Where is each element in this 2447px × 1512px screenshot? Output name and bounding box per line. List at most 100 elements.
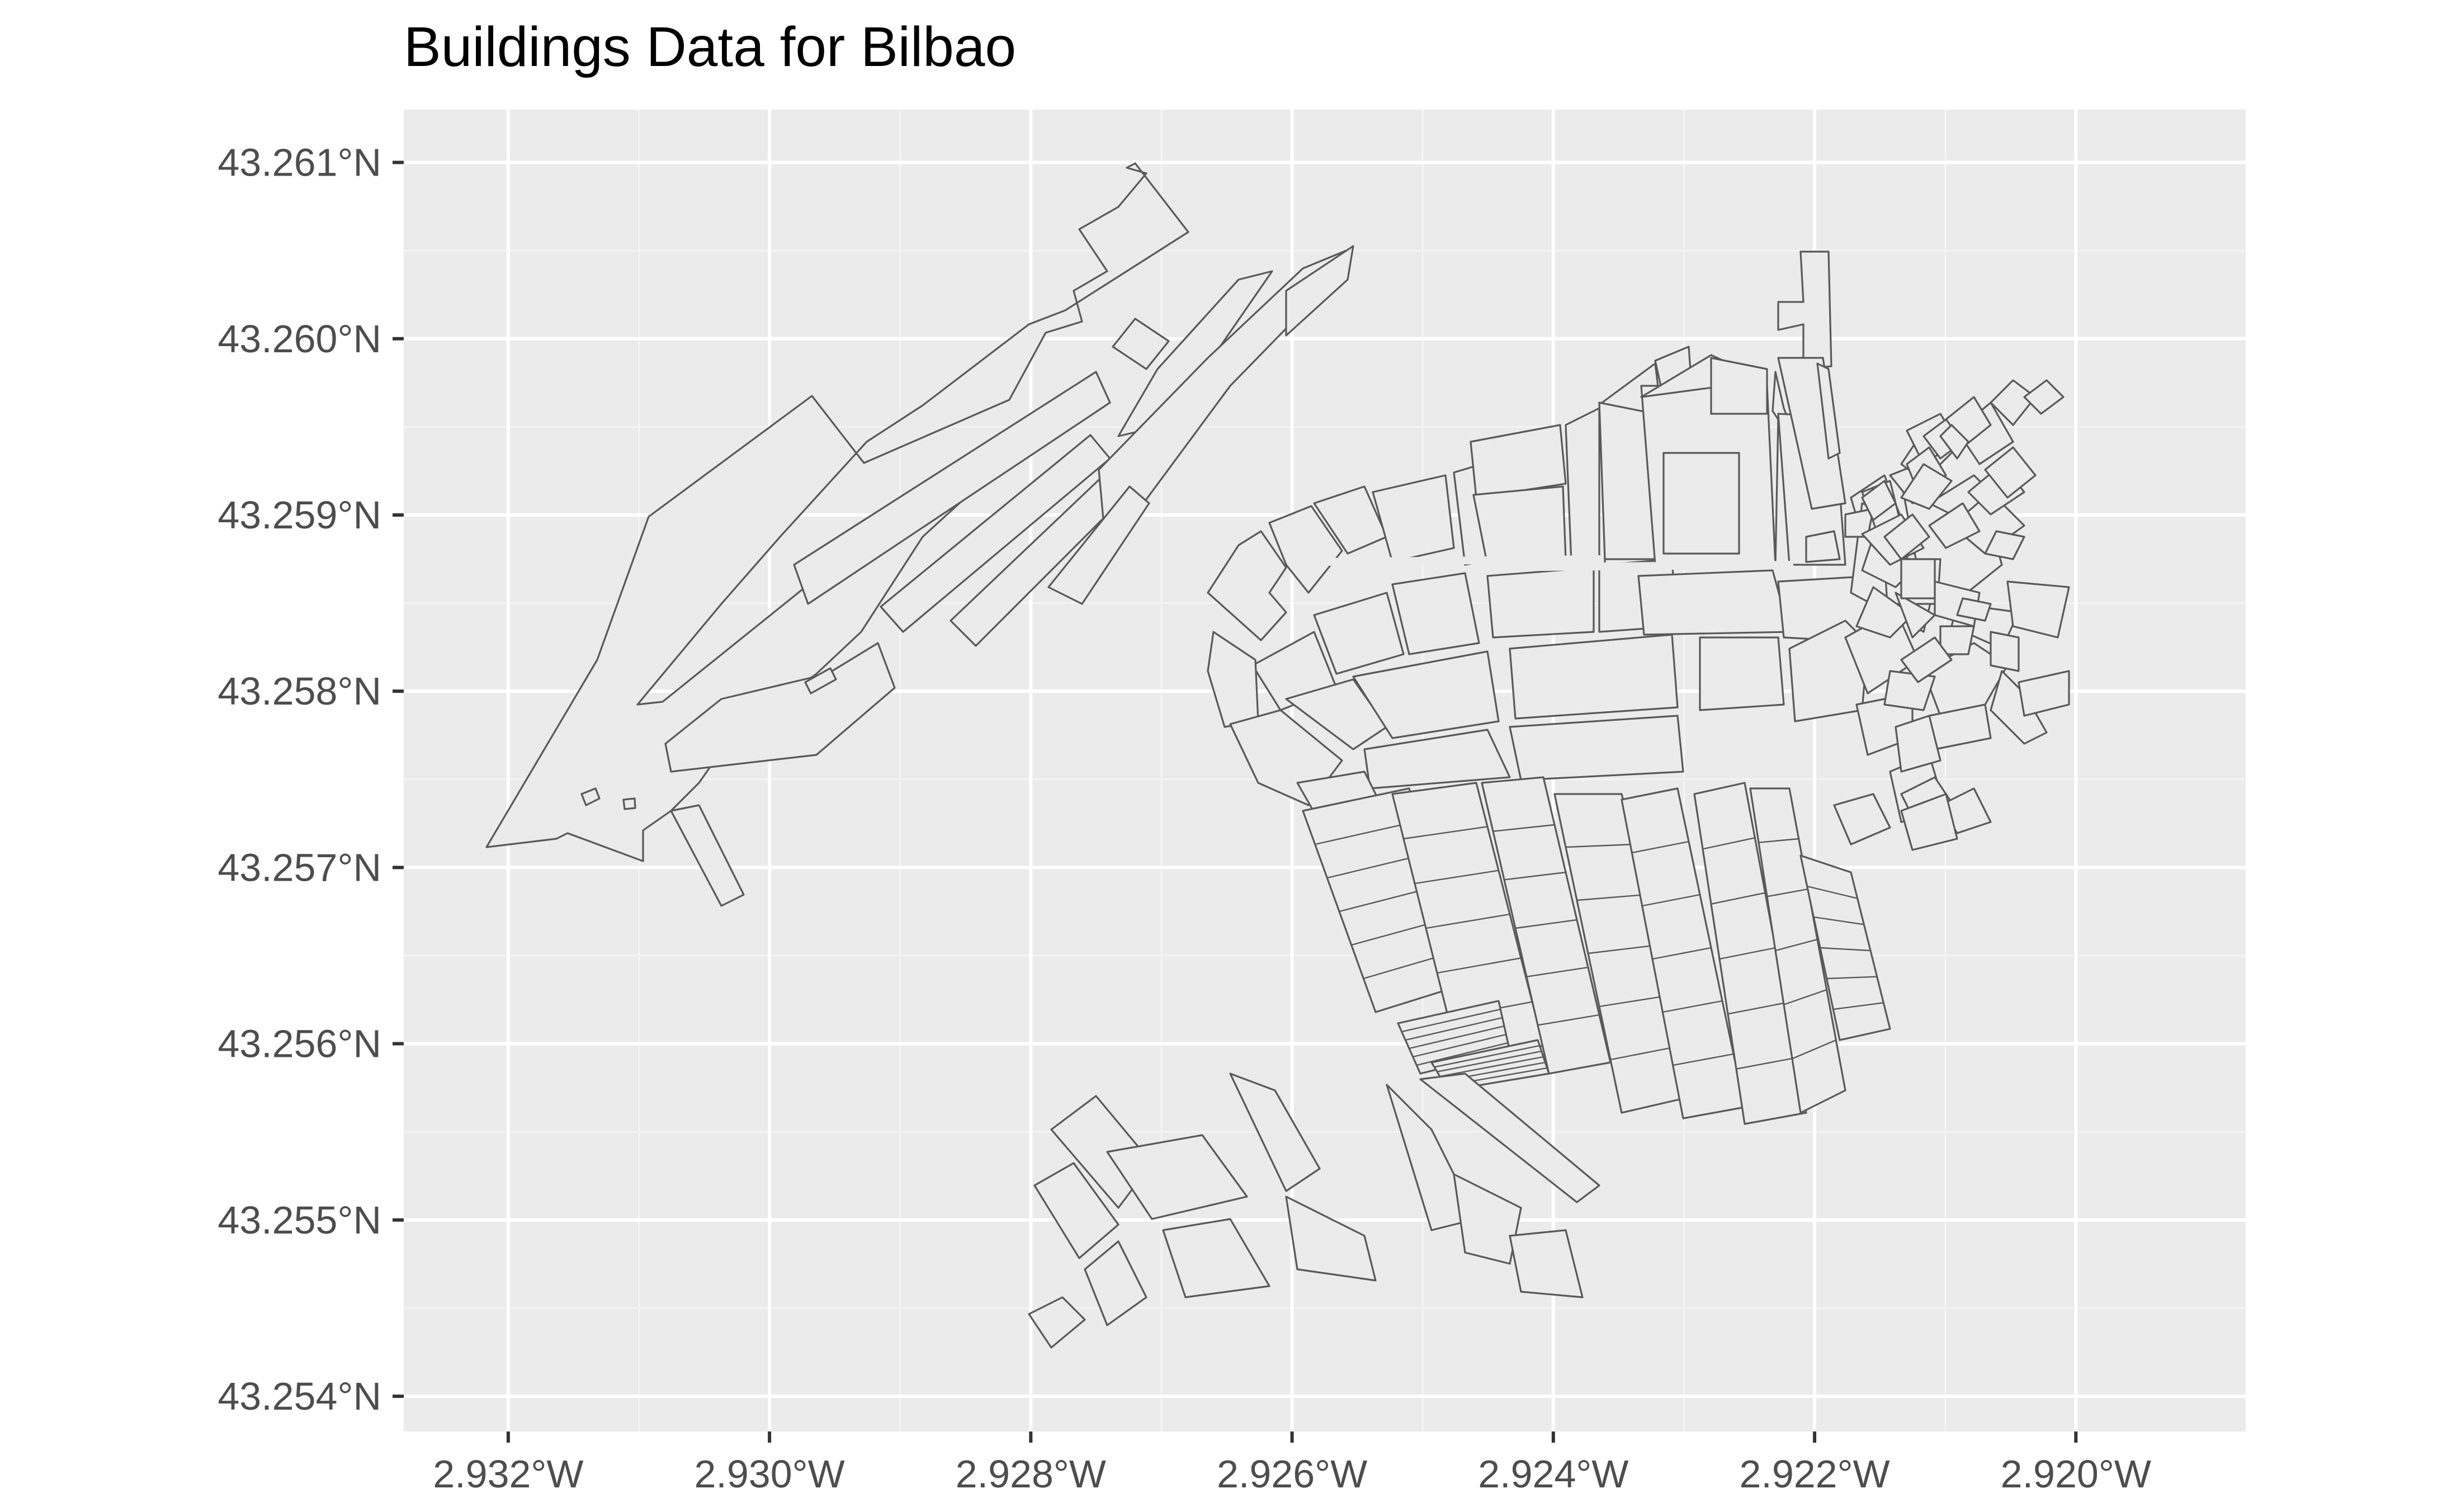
parcel-divider	[1413, 1033, 1506, 1058]
port-kiosk	[580, 787, 601, 806]
far-east-block	[1895, 715, 1941, 773]
parcel-divider	[1526, 966, 1589, 977]
church-tower	[1777, 251, 1832, 370]
far-east-block	[1956, 597, 1992, 622]
parcel-divider	[1758, 838, 1799, 843]
parcel-divider	[1673, 1053, 1734, 1066]
parcel-divider	[1632, 840, 1689, 854]
old-town-block	[1710, 357, 1768, 415]
parcel-divider	[1576, 894, 1646, 901]
parcel-divider	[1736, 1057, 1796, 1070]
x-tick-label: 2.932°W	[433, 1452, 583, 1496]
old-town-block	[1313, 592, 1405, 675]
old-town-block	[1472, 485, 1567, 566]
y-axis: 43.261°N 43.260°N 43.259°N 43.258°N 43.2…	[218, 141, 381, 1418]
south-block	[1509, 1229, 1584, 1298]
port-quay	[670, 804, 745, 907]
old-town-block	[1391, 572, 1480, 655]
parcel-divider	[1662, 1000, 1723, 1013]
far-east-block	[2018, 670, 2070, 717]
x-tick-label: 2.926°W	[1217, 1452, 1367, 1496]
port-warehouse	[664, 642, 896, 773]
ne-strip	[1900, 463, 1953, 510]
parcel-divider	[1766, 888, 1808, 897]
south-block	[1084, 1240, 1147, 1326]
south-block	[1285, 1196, 1377, 1282]
far-east-block	[1900, 793, 1958, 851]
old-town-block	[1363, 729, 1511, 790]
parcel-divider	[1515, 919, 1577, 929]
parcel-divider	[1437, 957, 1522, 974]
parcel-divider	[1642, 894, 1700, 907]
old-town-block	[1207, 530, 1287, 641]
parcel-divider	[1727, 1002, 1786, 1015]
parcel-divider	[1652, 947, 1712, 960]
far-east-block	[1984, 530, 2025, 560]
ne-block	[2006, 580, 2070, 639]
y-tick-label: 43.258°N	[218, 669, 381, 713]
street-lines	[1310, 555, 1793, 571]
x-tick-label: 2.920°W	[2001, 1452, 2151, 1496]
parcel-divider	[1826, 976, 1877, 980]
south-block	[1453, 1173, 1522, 1265]
parcel-divider	[1702, 837, 1755, 850]
parcel-divider	[1439, 1056, 1544, 1078]
y-tick-label: 43.254°N	[218, 1374, 381, 1418]
parcel-divider	[1783, 989, 1827, 1005]
old-town-block	[1470, 424, 1567, 499]
ne-strip	[1883, 513, 1930, 560]
buildings-layer	[485, 162, 2070, 907]
old-town-block	[1699, 636, 1785, 711]
parcel-divider	[1711, 892, 1765, 905]
parcel-divider	[1401, 1008, 1501, 1033]
parcel-divider	[1403, 826, 1488, 840]
ne-cluster-block	[1939, 424, 1969, 460]
port-kiosk	[622, 797, 636, 810]
old-town-block	[1509, 715, 1684, 781]
map-panel	[404, 110, 2246, 1431]
old-town-block	[1486, 566, 1595, 639]
parcel-divider	[1565, 843, 1634, 848]
y-tick-label: 43.257°N	[218, 845, 381, 889]
parcel-divider	[1792, 1039, 1836, 1060]
parcel-divider	[1599, 994, 1670, 1008]
far-east-block	[1939, 625, 1975, 655]
parcel-divider	[1504, 871, 1566, 881]
port-shed	[793, 371, 1111, 605]
x-tick-label: 2.928°W	[956, 1452, 1106, 1496]
y-tick-label: 43.261°N	[218, 141, 381, 185]
far-east-block	[1861, 480, 1897, 521]
ne-strip	[1928, 502, 1981, 549]
y-tick-label: 43.260°N	[218, 317, 381, 361]
parcel-divider	[1719, 947, 1776, 960]
south-block	[1033, 1162, 1119, 1259]
parcel-divider	[1437, 1050, 1542, 1072]
x-tick-label: 2.922°W	[1739, 1452, 1889, 1496]
parcel-divider	[1409, 1025, 1505, 1050]
east-row	[1855, 586, 1914, 639]
ne-cluster-block	[1900, 636, 1953, 683]
parcel-divider	[1425, 913, 1510, 929]
axes: 43.261°N 43.260°N 43.259°N 43.258°N 43.2…	[218, 141, 2151, 1496]
east-row	[1895, 592, 1936, 639]
street	[1478, 561, 1793, 571]
y-tick-label: 43.255°N	[218, 1198, 381, 1242]
parcel-divider	[1775, 938, 1818, 952]
old-town-block	[1637, 569, 1791, 636]
south-block	[1028, 1296, 1086, 1349]
parcel-divider	[1414, 870, 1499, 885]
x-tick-label: 2.930°W	[695, 1452, 845, 1496]
south-block	[1229, 1072, 1321, 1192]
south-block	[1106, 1134, 1248, 1220]
ne-strip	[1984, 446, 2037, 499]
plaza-nueva-courtyard	[1662, 452, 1740, 555]
port-shed	[1285, 245, 1354, 337]
parcel-divider	[1820, 947, 1871, 952]
old-town-block	[1805, 530, 1841, 563]
ne-row	[1816, 362, 1841, 460]
parcel-divider	[1807, 885, 1858, 899]
parcel-divider	[1537, 1014, 1600, 1026]
downtown-blocks	[1028, 776, 1891, 1349]
y-tick-label: 43.259°N	[218, 493, 381, 537]
parcel-divider	[1434, 1045, 1540, 1068]
